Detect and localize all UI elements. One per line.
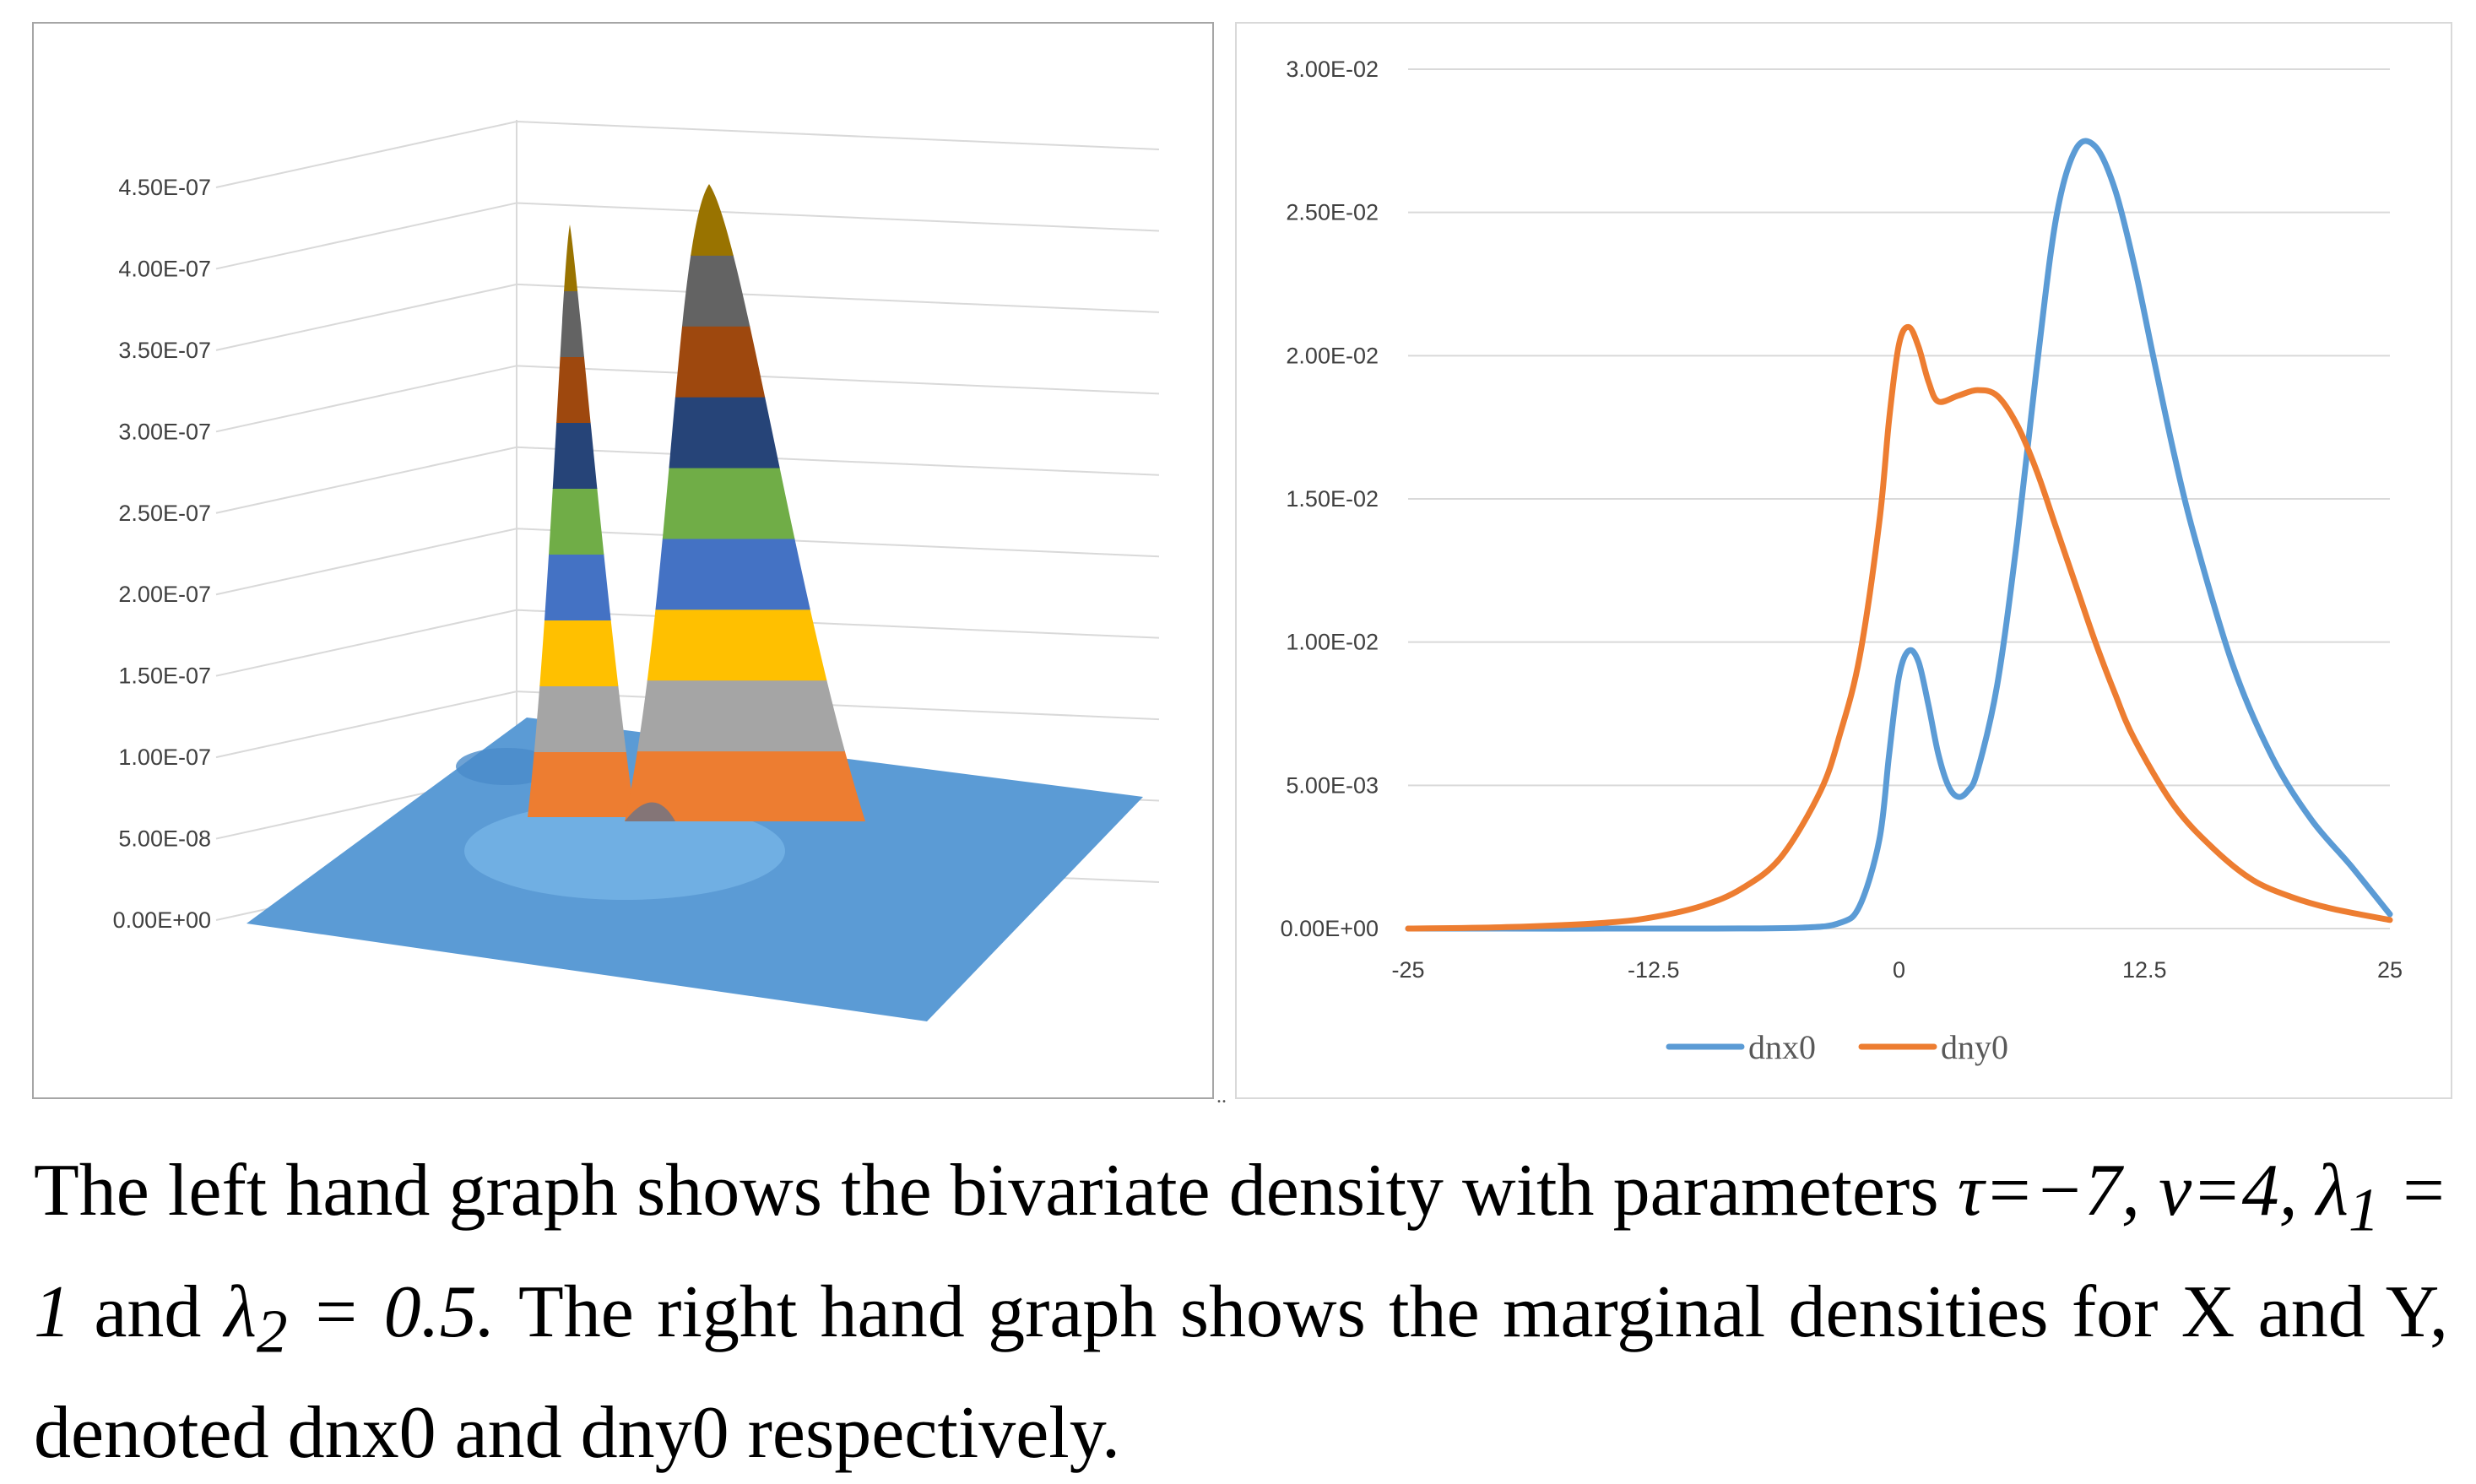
caption-lambda1: λ <box>2316 1150 2349 1232</box>
caption-part-1: The left hand graph shows the bivariate … <box>34 1150 1958 1232</box>
wall-gridline <box>215 202 1160 270</box>
line-chart: 0.00E+00 5.00E-03 1.00E-02 1.50E-02 2.00E-02… <box>1281 57 2403 1066</box>
surface-band <box>625 184 865 256</box>
panel-separator: .. <box>1216 1086 1227 1108</box>
surface-band <box>528 422 635 489</box>
y-tick-label: 1.50E-02 <box>1286 486 1379 512</box>
caption-and: and <box>71 1270 225 1353</box>
surface-band <box>528 225 635 291</box>
y-tick-label: 1.00E-02 <box>1286 630 1379 655</box>
y-tick-label: 2.00E-02 <box>1286 343 1379 368</box>
peak-valley-shadow <box>625 802 675 821</box>
surface-band <box>625 325 865 398</box>
series-line-dny0 <box>1405 323 2393 932</box>
back-wall-gridlines <box>215 120 1160 921</box>
surface-band <box>625 396 865 468</box>
surface-band <box>528 685 635 752</box>
surface-band <box>528 488 635 555</box>
surface-band <box>625 467 865 539</box>
z-tick-label: 2.00E-07 <box>118 582 211 607</box>
caption-lambda1-sub: 1 <box>2348 1175 2380 1244</box>
surface-band <box>528 290 635 357</box>
surface-band <box>625 680 865 752</box>
legend-label-dny0: dny0 <box>1941 1028 2008 1066</box>
z-tick-label: 1.50E-07 <box>118 663 211 689</box>
floor-bump <box>464 802 785 900</box>
figure-caption: The left hand graph shows the bivariate … <box>34 1140 2448 1484</box>
caption-lambda2: λ <box>224 1270 257 1353</box>
x-tick-label: 25 <box>2377 957 2403 983</box>
y-tick-label: 5.00E-03 <box>1286 772 1379 798</box>
surface-band <box>625 538 865 610</box>
y-tick-label: 0.00E+00 <box>1281 916 1379 941</box>
caption-lambda2-sub: 2 <box>256 1297 288 1366</box>
surface-band <box>528 751 635 817</box>
wide-peak <box>625 184 865 821</box>
wall-gridline <box>215 120 1160 188</box>
legend-label-dnx0: dnx0 <box>1748 1028 1816 1066</box>
x-tick-label: -12.5 <box>1628 957 1680 983</box>
line-chart-panel: 0.00E+00 5.00E-03 1.00E-02 1.50E-02 2.00E-02… <box>1235 22 2452 1099</box>
z-tick-label: 3.50E-07 <box>118 338 211 363</box>
caption-lambda2-eq: = 0.5. <box>287 1270 496 1353</box>
caption-tau: τ=−7, <box>1957 1150 2159 1232</box>
caption-lambda1-eq: = 1 <box>34 1150 2449 1353</box>
legend: dnx0 dny0 <box>1666 1028 2008 1066</box>
z-tick-label: 3.00E-07 <box>118 419 211 444</box>
z-tick-label: 4.00E-07 <box>118 256 211 281</box>
x-tick-label: 0 <box>1893 957 1905 983</box>
z-tick-label: 2.50E-07 <box>118 501 211 526</box>
z-tick-label: 5.00E-08 <box>118 826 211 852</box>
caption-nu: ν=4, <box>2159 1150 2316 1232</box>
surface-chart-panel: 0.00E+00 5.00E-08 1.00E-07 1.50E-07 2.00E-07… <box>32 22 1214 1099</box>
floor-ripple <box>456 748 557 785</box>
y-gridlines <box>1408 68 2390 929</box>
y-tick-label: 3.00E-02 <box>1286 57 1379 82</box>
z-tick-label: 0.00E+00 <box>113 907 211 933</box>
x-tick-label: 12.5 <box>2122 957 2167 983</box>
z-tick-label: 4.50E-07 <box>118 175 211 200</box>
y-tick-label: 2.50E-02 <box>1286 200 1379 225</box>
surface-band <box>528 620 635 686</box>
z-tick-label: 1.00E-07 <box>118 745 211 770</box>
series-line-dnx0 <box>1405 138 2393 932</box>
surface-band <box>625 609 865 681</box>
x-tick-label: -25 <box>1391 957 1424 983</box>
surface-chart: 0.00E+00 5.00E-08 1.00E-07 1.50E-07 2.00E-07… <box>113 120 1160 1021</box>
